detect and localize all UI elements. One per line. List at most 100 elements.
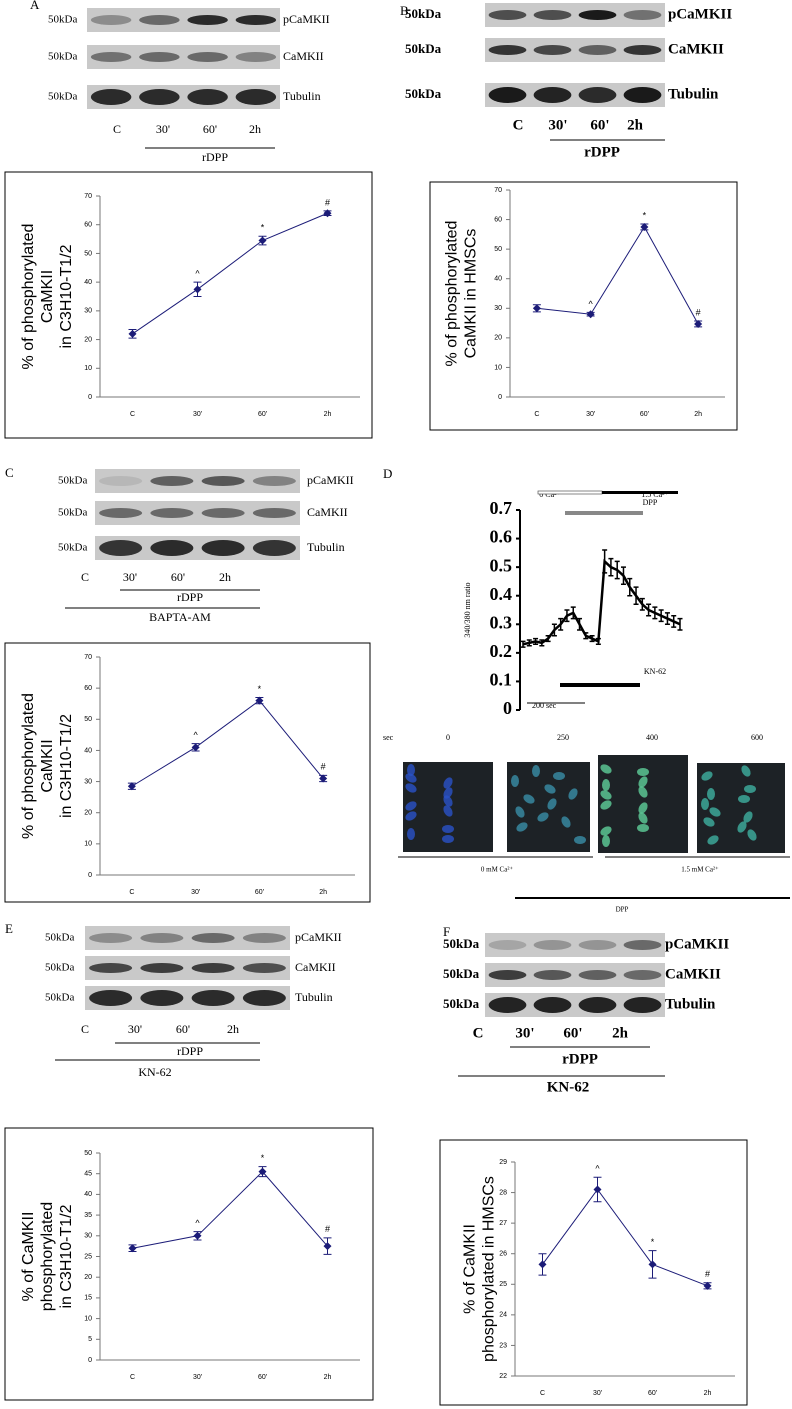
band [242, 933, 286, 943]
lane-label: 2h [227, 1022, 239, 1036]
band-label: CaMKII [665, 966, 721, 982]
cell [600, 800, 612, 810]
cell [747, 829, 757, 841]
y-axis-label: 340/380 nm ratio [463, 582, 472, 637]
y-axis-label: % of CaMKII [462, 1224, 479, 1314]
cell [443, 777, 453, 789]
y-tick-label: 29 [499, 1159, 507, 1166]
lane-label: C [513, 117, 524, 133]
y-tick-label: 30 [494, 305, 502, 312]
kda-label: 50kDa [443, 966, 480, 981]
cell [707, 835, 719, 845]
kda-label: 50kDa [58, 475, 87, 487]
cell [547, 798, 557, 810]
cell [602, 779, 610, 791]
kda-label: 50kDa [443, 996, 480, 1011]
cell [738, 795, 750, 803]
band [242, 963, 286, 973]
series-line [132, 212, 328, 335]
kda-label: 50kDa [48, 91, 77, 103]
panel-letter: E [5, 921, 13, 936]
y-tick-label: 0.6 [490, 527, 513, 547]
error-bar [677, 617, 683, 631]
lane-label: 2h [612, 1025, 629, 1041]
dpp-bar [565, 511, 643, 515]
x-tick-label: 30' [193, 411, 202, 418]
cell [638, 802, 648, 814]
cell [407, 828, 415, 840]
treatment-label: rDPP [177, 1044, 203, 1058]
band-label: pCaMKII [283, 12, 330, 26]
kda-label: 50kDa [45, 932, 74, 944]
band [191, 963, 235, 973]
data-point [538, 1260, 547, 1269]
kda-label: 50kDa [405, 6, 442, 21]
data-point [255, 696, 264, 705]
band [578, 970, 617, 980]
data-point [593, 1185, 602, 1194]
y-tick-label: 20 [84, 810, 92, 817]
lane-label: 2h [627, 117, 644, 133]
band [623, 87, 662, 103]
y-tick-label: 10 [494, 364, 502, 371]
treatment-label: rDPP [584, 144, 620, 160]
band [89, 990, 133, 1006]
condition-label: 0 mM Ca²⁺ [481, 866, 514, 874]
cell [602, 835, 610, 847]
panel-letter: C [5, 465, 14, 480]
data-point [532, 304, 541, 313]
y-tick-label: 0 [88, 394, 92, 401]
y-tick-label: 50 [84, 250, 92, 257]
cell [407, 764, 415, 776]
band [578, 45, 617, 55]
cell [544, 784, 556, 794]
band-label: CaMKII [283, 49, 324, 63]
panel-letter: F [443, 924, 450, 939]
cell [600, 764, 612, 774]
y-tick-label: 0 [88, 872, 92, 879]
band [533, 940, 572, 950]
y-axis-label: % of phosphorylated [20, 224, 37, 370]
significance-marker: ^ [195, 269, 200, 279]
lane-label: 30' [548, 117, 567, 133]
cell [516, 822, 528, 832]
time-value: 400 [646, 733, 658, 742]
cell [600, 826, 612, 836]
band [578, 940, 617, 950]
band [488, 10, 527, 20]
band-label: CaMKII [295, 960, 336, 974]
cell [405, 811, 417, 821]
band [201, 476, 245, 486]
error-bar [602, 549, 608, 574]
y-tick-label: 28 [499, 1189, 507, 1196]
y-tick-label: 5 [88, 1336, 92, 1343]
time-label: sec [383, 733, 394, 742]
error-bar [671, 614, 677, 628]
cell [532, 765, 540, 777]
error-bar [652, 606, 658, 620]
band [191, 990, 235, 1006]
band [90, 15, 132, 25]
y-tick-label: 0.4 [490, 584, 513, 604]
significance-marker: * [261, 1153, 265, 1163]
band [252, 540, 296, 556]
y-axis-label: % of phosphorylated [444, 221, 461, 367]
x-tick-label: 60' [255, 889, 264, 896]
y-tick-label: 26 [499, 1251, 507, 1258]
band [150, 508, 194, 518]
kda-label: 50kDa [45, 992, 74, 1004]
time-value: 0 [446, 733, 450, 742]
treatment-label: rDPP [177, 590, 203, 604]
significance-marker: ^ [595, 1164, 600, 1174]
lane-label: 30' [123, 570, 137, 584]
lane-label: 2h [219, 570, 231, 584]
band [89, 933, 133, 943]
lane-label: 60' [176, 1022, 190, 1036]
cell [443, 805, 453, 817]
band [578, 10, 617, 20]
time-value: 600 [751, 733, 763, 742]
cell [741, 765, 751, 777]
band-label: Tubulin [307, 540, 345, 554]
y-tick-label: 27 [499, 1220, 507, 1227]
band-label: pCaMKII [665, 936, 729, 952]
